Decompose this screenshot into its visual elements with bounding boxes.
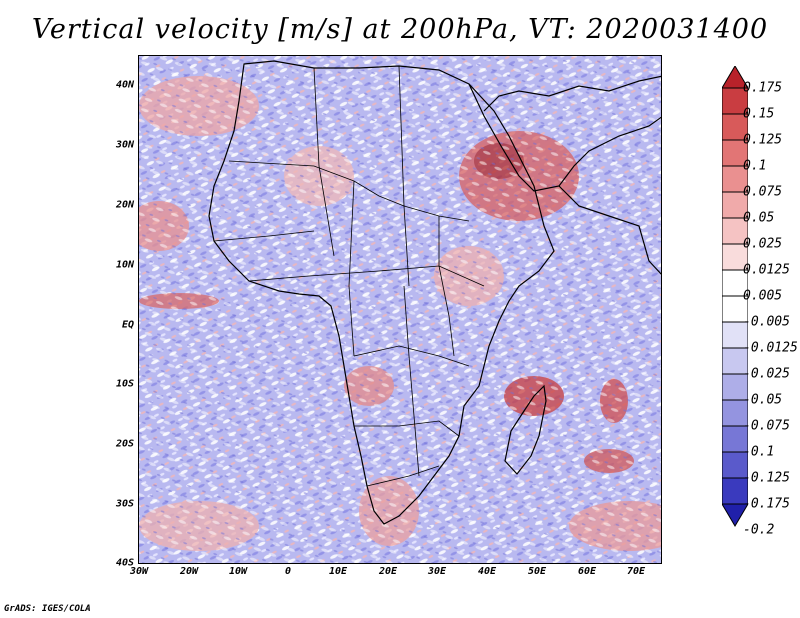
colorbar-tick-label: 0.05 [743, 210, 775, 226]
colorbar-tick-label: -0.175 [743, 496, 790, 512]
chart-title: Vertical velocity [m/s] at 200hPa, VT: 2… [31, 14, 769, 45]
velocity-field-map [139, 56, 661, 563]
colorbar-tick-label: 0.0125 [743, 262, 790, 278]
map-plot-area [138, 55, 662, 564]
colorbar-tick-label: 0.075 [743, 184, 783, 200]
colorbar-segment [722, 347, 748, 375]
lon-tick-label: 60E [577, 566, 597, 577]
colorbar [722, 66, 748, 527]
lat-tick-label: 30N [115, 139, 134, 151]
credit-label: GrADS: IGES/COLA [4, 604, 91, 614]
colorbar-tick-label: -0.005 [743, 314, 790, 330]
lat-tick-label: 40N [115, 79, 134, 91]
colorbar-tick-label: 0.005 [743, 288, 783, 304]
country-borders [213, 65, 485, 487]
lon-tick-label: 70E [626, 566, 646, 577]
colorbar-bottom-arrow [722, 503, 748, 527]
colorbar-tick-label: 0.15 [743, 106, 775, 122]
lon-tick-label: 0 [284, 566, 292, 577]
lon-tick-label: 40E [477, 566, 497, 577]
lat-tick-label: 20S [115, 438, 134, 450]
colorbar-segment [722, 217, 748, 245]
coastlines [208, 60, 661, 525]
colorbar-tick-label: -0.125 [743, 470, 790, 486]
lon-tick-label: 20W [179, 566, 199, 577]
lat-tick-label: EQ [121, 319, 134, 331]
lat-tick-label: 40S [115, 557, 134, 569]
lat-tick-label: 20N [115, 199, 134, 211]
colorbar-tick-label: -0.2 [743, 522, 775, 538]
colorbar-tick-label: 0.025 [743, 236, 783, 252]
lat-tick-label: 30S [115, 498, 134, 510]
lon-tick-label: 30E [427, 566, 447, 577]
colorbar-segment [722, 139, 748, 167]
colorbar-tick-label: -0.05 [743, 392, 783, 408]
colorbar-segment [722, 243, 748, 271]
colorbar-segment [722, 87, 748, 115]
colorbar-tick-label: -0.0125 [743, 340, 798, 356]
colorbar-tick-label: -0.025 [743, 366, 790, 382]
lon-tick-label: 30W [129, 566, 149, 577]
colorbar-tick-label: -0.1 [743, 444, 775, 460]
lon-tick-label: 10E [328, 566, 348, 577]
lat-tick-label: 10S [115, 378, 134, 390]
lat-tick-label: 10N [115, 259, 134, 271]
colorbar-tick-label: -0.075 [743, 418, 790, 434]
colorbar-segment [722, 269, 748, 297]
colorbar-tick-label: 0.1 [743, 158, 767, 174]
lon-tick-label: 10W [228, 566, 248, 577]
colorbar-tick-label: 0.175 [743, 80, 783, 96]
lon-tick-label: 20E [378, 566, 398, 577]
colorbar-segment [722, 451, 748, 479]
lon-tick-label: 50E [527, 566, 547, 577]
colorbar-tick-label: 0.125 [743, 132, 783, 148]
colorbar-segment [722, 399, 748, 427]
